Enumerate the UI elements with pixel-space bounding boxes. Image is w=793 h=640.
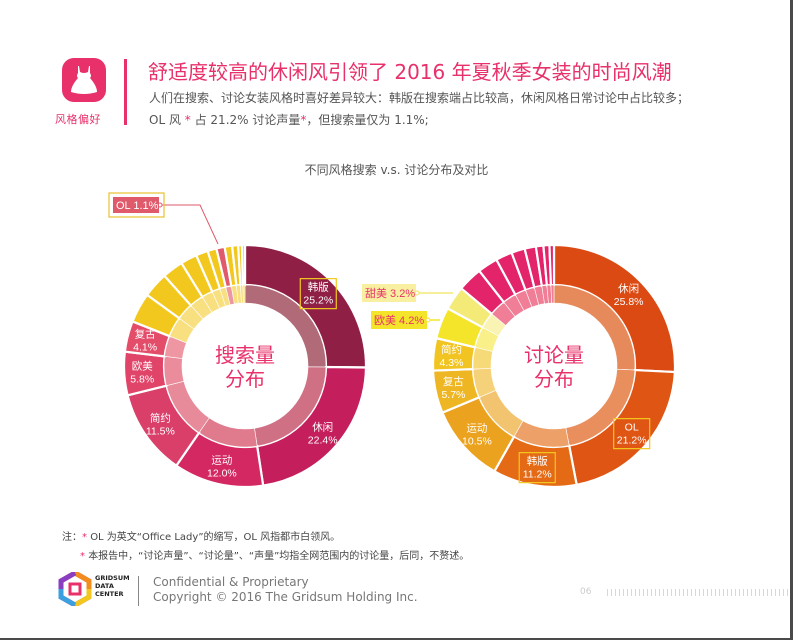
footnote-star: * xyxy=(80,551,85,562)
slice-value: 25.2% xyxy=(303,295,333,307)
logo-wordmark: GRIDSUM DATA CENTER xyxy=(95,574,130,598)
slice-label: 韩版 xyxy=(527,455,548,468)
footer-confidential: Confidential & Proprietary xyxy=(153,575,309,589)
note-text-2: 本报告中，“讨论声量”、“讨论量”、“声量”均指全网范围内的讨论量，后同，不赘述… xyxy=(88,551,470,562)
page-bottom-border xyxy=(0,638,793,640)
highlight-box xyxy=(518,452,556,484)
note-text-1: OL 为英文“Office Lady”的缩写，OL 风指都市白领风。 xyxy=(90,532,341,543)
slice-inner-other xyxy=(550,284,555,304)
callout-box-outline xyxy=(108,192,165,218)
callout-box xyxy=(362,284,416,302)
footer-copyright: Copyright © 2016 The Gridsum Holding Inc… xyxy=(153,590,418,604)
donut-hole xyxy=(182,303,308,429)
subtitle-tail: ，但搜索量仅为 1.1%; xyxy=(306,113,429,127)
subtitle-line-2: OL 风 * 占 21.2% 讨论声量*，但搜索量仅为 1.1%; xyxy=(149,111,429,128)
slice-label: 欧美 xyxy=(132,359,153,372)
page-progress-ticks xyxy=(607,589,790,596)
center-label: 讨论量 xyxy=(524,344,584,367)
slice-value: 22.4% xyxy=(308,435,338,447)
callout-text: 甜美 3.2% xyxy=(365,287,415,300)
slice-label: 韩版 xyxy=(308,281,329,294)
footnote-2: * 本报告中，“讨论声量”、“讨论量”、“声量”均指全网范围内的讨论量，后同，不… xyxy=(80,547,469,562)
slice-label: 休闲 xyxy=(312,421,333,434)
slice-value: 12.0% xyxy=(207,467,237,479)
center-label: 分布 xyxy=(225,368,265,391)
subtitle-line-1: 人们在搜索、讨论女装风格时喜好差异较大：韩版在搜索端占比较高，休闲风格日常讨论中… xyxy=(149,91,690,105)
chart-title: 不同风格搜索 v.s. 讨论分布及对比 xyxy=(304,163,489,177)
footnote-star: * xyxy=(82,532,87,543)
slice-value: 25.8% xyxy=(614,296,644,308)
highlight-box xyxy=(613,418,651,450)
footnote-1: 注：* OL 为英文“Office Lady”的缩写，OL 风指都市白领风。 xyxy=(62,528,340,543)
subtitle-share: 占 21.2% 讨论声量 xyxy=(194,113,301,127)
footer-divider xyxy=(138,576,139,606)
slice-value: 4.3% xyxy=(440,357,464,369)
page-title: 舒适度较高的休闲风引领了 2016 年夏秋季女装的时尚风潮 xyxy=(148,60,672,84)
slice-value: 5.7% xyxy=(441,389,465,401)
callout-dot xyxy=(425,317,431,323)
slice-label: 运动 xyxy=(211,454,232,466)
dress-icon xyxy=(71,66,97,94)
slice-label: OL xyxy=(625,422,639,434)
center-label: 分布 xyxy=(534,368,574,391)
callout-dot xyxy=(414,290,420,296)
logo-line: GRIDSUM xyxy=(95,574,130,582)
highlight-box xyxy=(299,278,337,310)
slice-value: 10.5% xyxy=(462,435,492,447)
slice-label: 休闲 xyxy=(618,282,639,295)
footnote-star: * xyxy=(300,113,307,127)
callout-box xyxy=(113,197,159,213)
disc-tianmei-callout: 甜美 3.2% xyxy=(362,284,453,302)
slice-other xyxy=(240,243,247,287)
search-ol-callout: OL 1.1% xyxy=(108,192,219,245)
callout-box xyxy=(371,311,427,329)
callout-line xyxy=(162,204,219,245)
slice-label: 简约 xyxy=(441,343,462,356)
slice-inner-other xyxy=(242,284,246,304)
subtitle-ol: OL 风 xyxy=(149,113,181,127)
gridsum-logo-icon xyxy=(58,572,92,606)
title-accent-bar xyxy=(124,59,127,125)
badge-label: 风格偏好 xyxy=(55,113,101,126)
slice-value: 4.1% xyxy=(133,342,157,354)
page-right-border xyxy=(790,0,793,640)
slice-value: 11.5% xyxy=(146,426,175,438)
slice-other xyxy=(548,243,556,287)
callout-text: OL 1.1% xyxy=(116,200,159,212)
slice-value: 5.8% xyxy=(130,373,154,385)
footnote-star: * xyxy=(184,113,191,127)
logo-line: CENTER xyxy=(95,590,124,598)
slice-value: 21.2% xyxy=(617,435,647,447)
page-number: 06 xyxy=(580,587,592,597)
slice-label: 简约 xyxy=(150,412,171,425)
donut-hole xyxy=(491,303,617,429)
note-prefix: 注： xyxy=(62,532,82,543)
slice-label: 运动 xyxy=(466,422,487,434)
slice-inner-欧美 xyxy=(163,356,185,387)
callout-text: 欧美 4.2% xyxy=(374,314,424,327)
logo-line: DATA xyxy=(95,582,114,590)
category-badge xyxy=(62,58,106,102)
slice-label: 复古 xyxy=(443,375,464,388)
disc-oumei-callout: 欧美 4.2% xyxy=(371,311,440,329)
slice-value: 11.2% xyxy=(523,469,552,481)
slice-label: 复古 xyxy=(135,328,156,341)
center-label: 搜索量 xyxy=(215,344,275,367)
